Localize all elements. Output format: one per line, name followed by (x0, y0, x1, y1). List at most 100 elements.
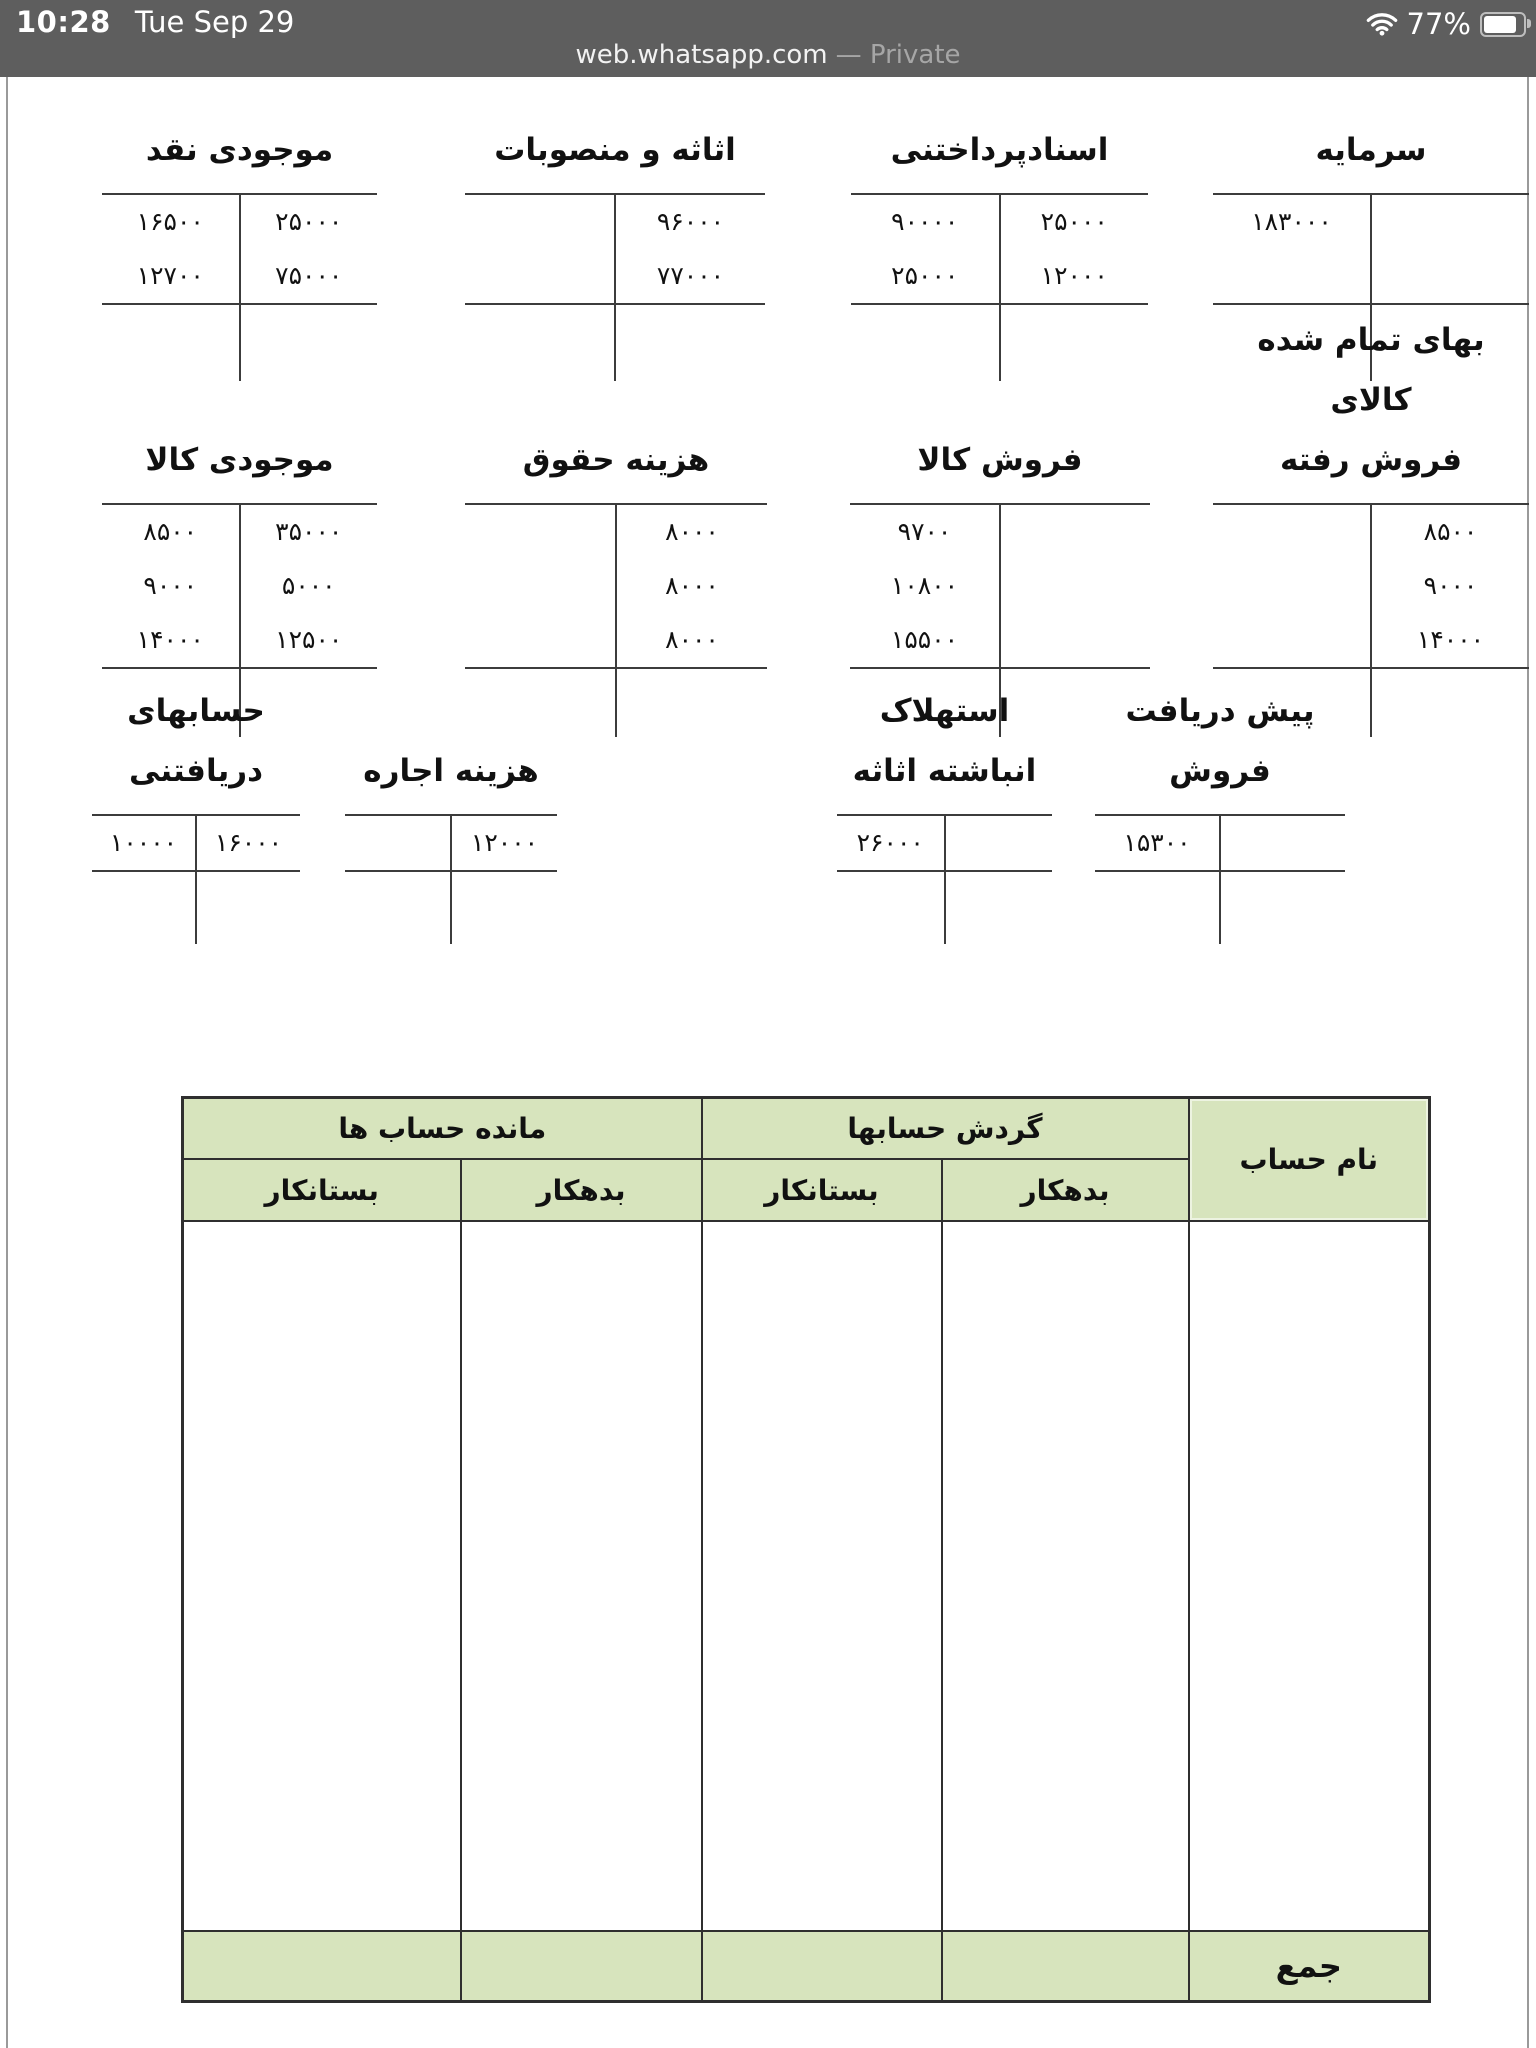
t-account-merchandise-inventory: موجودی کالا ۸۵۰۰ ۹۰۰۰ ۱۴۰۰۰ ۳۵۰۰۰ ۵۰۰۰ ۱۲۵۰۰ (102, 378, 377, 737)
t-account-box: ۱۸۳۰۰۰ (1213, 193, 1529, 305)
t-account-entry: ۷۷۰۰۰ (656, 261, 725, 290)
t-account-entry: ۲۵۰۰۰ (1040, 207, 1108, 236)
clock: 10:28 (16, 5, 111, 39)
t-account-right-cell (943, 816, 1053, 870)
wifi-icon (1366, 13, 1397, 36)
t-account-box: ۹۷۰۰ ۱۰۸۰۰ ۱۵۵۰۰ (850, 503, 1150, 669)
balance-group-header: مانده حساب ها (181, 1096, 703, 1160)
t-account-balance-line (614, 305, 616, 381)
t-account-right-cell: ۱۲۰۰۰ (450, 816, 557, 870)
t-account-entry: ۵۰۰۰ (281, 571, 336, 600)
t-account-box: ۱۵۳۰۰ (1095, 814, 1345, 872)
t-account-entry: ۲۶۰۰۰ (856, 828, 924, 857)
t-account-title: سرمایه (1315, 132, 1427, 168)
t-account-entry: ۸۰۰۰ (665, 517, 719, 546)
t-account-balance-line (1370, 669, 1372, 737)
balance-credit-body-cell (181, 1220, 462, 1932)
t-account-left-cell: ۸۵۰۰ ۹۰۰۰ ۱۴۰۰۰ (102, 505, 239, 667)
t-account-right-cell: ۳۵۰۰۰ ۵۰۰۰ ۱۲۵۰۰ (238, 505, 378, 667)
t-account-entry: ۲۵۰۰۰ (275, 207, 343, 236)
t-account-title: اسنادپرداختنی (890, 132, 1109, 168)
t-account-entry: ۹۷۰۰ (897, 517, 952, 546)
t-account-entry: ۳۵۰۰۰ (275, 517, 343, 546)
turnover-credit-total-cell (700, 1930, 943, 2003)
t-account-entry: ۸۰۰۰ (665, 625, 719, 654)
t-account-left-cell: ۲۶۰۰۰ (837, 816, 944, 870)
t-account-row-3: پیش دریافت فروش ۱۵۳۰۰ استهلاک انباشته اثاث… (0, 693, 1536, 952)
turnover-group-header: گردش حسابها (700, 1096, 1190, 1160)
t-account-entry: ۹۰۰۰۰ (891, 207, 959, 236)
t-account-left-cell: ۱۶۵۰۰ ۱۲۷۰۰ (102, 195, 239, 303)
balance-credit-total-cell (181, 1930, 462, 2003)
total-label-cell: جمع (1187, 1930, 1431, 2003)
t-account-box: ۱۲۰۰۰ (345, 814, 557, 872)
t-account-entry: ۱۸۳۰۰۰ (1251, 207, 1332, 236)
balance-debit-header: بدهکار (459, 1158, 703, 1222)
t-account-right-cell: ۸۰۰۰ ۸۰۰۰ ۸۰۰۰ (615, 505, 767, 667)
t-account-entry: ۸۵۰۰ (1423, 517, 1478, 546)
t-account-balance-line (1370, 305, 1372, 381)
battery-percent: 77% (1406, 7, 1471, 41)
t-account-right-cell: ۲۵۰۰۰ ۱۲۰۰۰ (998, 195, 1149, 303)
t-account-balance-line (450, 872, 452, 944)
address-bar[interactable]: web.whatsapp.com — Private (0, 40, 1536, 70)
t-account-right-cell: ۱۶۰۰۰ (195, 816, 300, 870)
account-name-body-cell (1187, 1220, 1431, 1932)
t-account-left-cell (345, 816, 450, 870)
summary-total-row: جمع (181, 1930, 1431, 2003)
t-account-notes-payable: اسنادپرداختنی ۹۰۰۰۰ ۲۵۰۰۰ ۲۵۰۰۰ ۱۲۰۰۰ (851, 118, 1148, 381)
t-account-balance-line (998, 305, 1001, 381)
address-url[interactable]: web.whatsapp.com (575, 40, 828, 70)
t-account-entry: ۱۰۰۰۰ (109, 828, 178, 857)
t-account-salary-expense: هزینه حقوق ۸۰۰۰ ۸۰۰۰ ۸۰۰۰ (465, 378, 767, 737)
t-account-rent-expense: هزینه اجاره ۱۲۰۰۰ (345, 742, 557, 944)
t-account-balance-line (1219, 872, 1221, 944)
t-account-right-cell (999, 505, 1150, 667)
t-account-unearned-sales-revenue: پیش دریافت فروش ۱۵۳۰۰ (1095, 693, 1345, 944)
t-account-left-cell (1213, 505, 1370, 667)
t-account-left-cell: ۹۷۰۰ ۱۰۸۰۰ ۱۵۵۰۰ (850, 505, 999, 667)
t-account-title: موجودی نقد (145, 132, 334, 168)
t-account-balance-line (238, 669, 241, 737)
t-account-entry: ۸۵۰۰ (143, 517, 198, 546)
t-account-balance-line (999, 669, 1001, 737)
t-account-box: ۹۶۰۰۰ ۷۷۰۰۰ (465, 193, 765, 305)
balance-debit-body-cell (459, 1220, 703, 1932)
t-account-sales-of-goods: فروش کالا ۹۷۰۰ ۱۰۸۰۰ ۱۵۵۰۰ (850, 378, 1150, 737)
t-account-accounts-receivable: حسابهای دریافتنی ۱۰۰۰۰ ۱۶۰۰۰ (92, 693, 300, 944)
status-left: 10:28 Tue Sep 29 (16, 5, 294, 39)
status-right: 77% (1366, 7, 1531, 41)
t-account-title: هزینه اجاره (363, 753, 539, 789)
t-account-right-cell: ۹۶۰۰۰ ۷۷۰۰۰ (614, 195, 765, 303)
balance-credit-header: بستانکار (181, 1158, 462, 1222)
status-date: Tue Sep 29 (134, 5, 295, 39)
t-account-entry: ۱۴۰۰۰ (1416, 625, 1485, 654)
t-account-entry: ۱۵۳۰۰ (1123, 828, 1191, 857)
status-bar: 10:28 Tue Sep 29 77% web.whatsapp.com — P… (0, 0, 1536, 77)
t-account-title: هزینه حقوق (522, 442, 710, 478)
t-account-title: استهلاک انباشته اثاثه (852, 693, 1037, 789)
turnover-debit-body-cell (940, 1220, 1190, 1932)
t-account-box: ۸۵۰۰ ۹۰۰۰ ۱۴۰۰۰ ۳۵۰۰۰ ۵۰۰۰ ۱۲۵۰۰ (102, 503, 377, 669)
battery-nub (1527, 18, 1531, 28)
t-account-box: ۲۶۰۰۰ (837, 814, 1052, 872)
account-name-header: نام حساب (1187, 1096, 1431, 1222)
t-account-left-cell: ۱۰۰۰۰ (92, 816, 195, 870)
window-right-border (1527, 77, 1529, 2048)
turnover-credit-body-cell (700, 1220, 943, 1932)
t-account-title: فروش کالا (917, 442, 1083, 478)
t-account-box: ۱۰۰۰۰ ۱۶۰۰۰ (92, 814, 300, 872)
t-account-balance-line (943, 872, 946, 944)
t-account-entry: ۹۰۰۰ (1423, 571, 1478, 600)
t-account-title: موجودی کالا (145, 442, 334, 478)
t-account-entry: ۱۲۷۰۰ (136, 261, 204, 290)
t-account-balance-line (195, 872, 197, 944)
t-account-box: ۹۰۰۰۰ ۲۵۰۰۰ ۲۵۰۰۰ ۱۲۰۰۰ (851, 193, 1148, 305)
t-account-entry: ۱۵۵۰۰ (890, 625, 959, 654)
turnover-credit-header: بستانکار (700, 1158, 943, 1222)
t-account-right-cell (1219, 816, 1345, 870)
t-account-title: اثاثه و منصوبات (494, 132, 736, 168)
t-account-entry: ۱۰۸۰۰ (890, 571, 959, 600)
t-account-title: پیش دریافت فروش (1125, 693, 1315, 789)
